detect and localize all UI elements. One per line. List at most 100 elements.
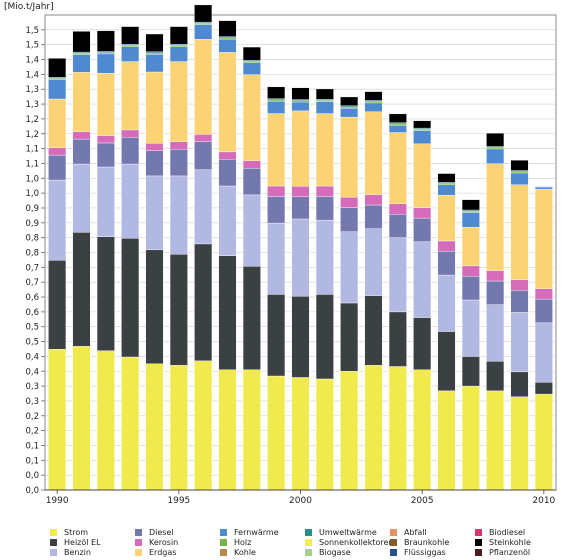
bar-segment-kerosin-1993 [121, 129, 140, 138]
bar-segment-benzin-2007 [461, 299, 480, 357]
bar-segment-steinkohle-1997 [218, 20, 237, 37]
bar-segment-steinkohle-1998 [242, 46, 261, 61]
legend-item-heiz-l-el: Heizöl EL [50, 538, 101, 547]
bar-segment-benzin-1998 [242, 194, 261, 267]
bar-segment-heiz-l-el-1993 [121, 238, 140, 358]
bar-segment-kerosin-2001 [315, 185, 334, 197]
bar-segment-kerosin-2007 [461, 265, 480, 277]
legend-item-diesel: Diesel [135, 528, 174, 537]
bar-segment-diesel-2002 [340, 207, 359, 232]
bar-segment-strom-1997 [218, 369, 237, 491]
y-tick-label: 0,3 [25, 397, 39, 407]
x-tick-label: 1995 [167, 496, 190, 506]
bar-segment-kerosin-1997 [218, 151, 237, 160]
bar-segment-fernw-rme-1996 [194, 24, 213, 40]
bar-segment-erdgas-1999 [267, 113, 286, 187]
bar-segment-fernw-rme-2007 [461, 212, 480, 228]
bar-segment-kerosin-2010 [534, 288, 553, 300]
bar-segment-erdgas-2009 [510, 184, 529, 281]
bar-segment-fernw-rme-2003 [364, 102, 383, 112]
y-tick-label: 0,6 [25, 293, 39, 303]
legend-label: Strom [64, 528, 89, 537]
y-tick-label: 1,0 [25, 174, 39, 184]
bar-segment-erdgas-1994 [145, 71, 164, 144]
bar-segment-steinkohle-1990 [48, 58, 67, 78]
bar-segment-diesel-2005 [413, 217, 432, 243]
bar-segment-heiz-l-el-1990 [48, 260, 67, 350]
y-tick-label: 1,5 [25, 26, 39, 36]
bar-segment-fernw-rme-1997 [218, 38, 237, 53]
bar-segment-steinkohle-2008 [486, 132, 505, 147]
bar-segment-kerosin-2005 [413, 207, 432, 219]
bar-segment-steinkohle-1991 [72, 31, 91, 53]
bar-segment-kerosin-1996 [194, 134, 213, 142]
y-tick-label: 1,3 [25, 85, 39, 95]
bar-segment-steinkohle-2007 [461, 199, 480, 211]
bar-segment-heiz-l-el-1992 [96, 236, 115, 351]
bar-segment-strom-2006 [437, 390, 456, 491]
bar-segment-strom-2004 [388, 366, 407, 491]
legend-item-fernw-rme: Fernwärme [220, 528, 279, 537]
bar-segment-fernw-rme-1992 [96, 53, 115, 74]
bar-segment-heiz-l-el-1999 [267, 294, 286, 377]
bar-segment-strom-1993 [121, 356, 140, 491]
bar-segment-erdgas-2001 [315, 113, 334, 187]
legend-swatch [220, 529, 227, 536]
bar-segment-fernw-rme-2001 [315, 101, 334, 114]
bar-segment-heiz-l-el-1996 [194, 243, 213, 362]
bar-segment-kerosin-1994 [145, 143, 164, 151]
legend-swatch [305, 539, 312, 546]
bar-segment-heiz-l-el-1998 [242, 265, 261, 370]
bar-segment-steinkohle-1995 [169, 26, 188, 45]
bar-segment-kerosin-1992 [96, 135, 115, 144]
bar-segment-kerosin-1995 [169, 141, 188, 150]
bar-segment-diesel-1994 [145, 150, 164, 177]
legend-item-kohle: Kohle [220, 548, 256, 557]
y-tick-label: 0,5 [25, 338, 39, 348]
legend-label: Sonnenkollektoren [319, 538, 394, 547]
bar-segment-benzin-1997 [218, 185, 237, 256]
x-tick-label: 2010 [532, 496, 555, 506]
y-tick-label: 1,2 [25, 130, 39, 140]
legend-label: Pflanzenöl [489, 548, 531, 557]
bar-segment-diesel-2007 [461, 276, 480, 301]
y-tick-label: 1,1 [25, 145, 39, 155]
bar-segment-erdgas-2010 [534, 189, 553, 289]
bar-segment-strom-2009 [510, 396, 529, 491]
y-tick-label: 0,7 [25, 278, 39, 288]
x-tick-label: 2000 [289, 496, 312, 506]
bar-segment-heiz-l-el-2007 [461, 356, 480, 387]
bar-segment-benzin-2002 [340, 231, 359, 304]
bar-segment-heiz-l-el-1991 [72, 232, 91, 347]
bar-segment-erdgas-1990 [48, 98, 67, 148]
bar-segment-fernw-rme-2008 [486, 148, 505, 164]
bar-segment-benzin-1991 [72, 163, 91, 233]
y-tick-label: 0,9 [25, 204, 39, 214]
legend-label: Erdgas [149, 548, 177, 557]
bar-segment-diesel-1999 [267, 196, 286, 224]
legend-swatch [220, 549, 227, 556]
bar-segment-fernw-rme-2002 [340, 108, 359, 118]
y-tick-label: 0,7 [25, 263, 39, 273]
bar-segment-diesel-1993 [121, 137, 140, 165]
bar-segment-erdgas-1998 [242, 74, 261, 161]
bar-segment-diesel-2004 [388, 214, 407, 238]
bar-segment-strom-1999 [267, 375, 286, 491]
y-tick-label: 0,9 [25, 219, 39, 229]
bar-segment-kerosin-1998 [242, 160, 261, 169]
y-tick-label: 0,2 [25, 412, 39, 422]
bar-segment-strom-1995 [169, 365, 188, 491]
bar-segment-strom-2003 [364, 365, 383, 491]
legend-label: Abfall [404, 528, 427, 537]
legend-swatch [305, 549, 312, 556]
legend-swatch [50, 539, 57, 546]
bar-segment-heiz-l-el-1997 [218, 255, 237, 370]
legend-item-braunkohle: Braunkohle [390, 538, 449, 547]
legend-label: Fernwärme [234, 528, 279, 537]
bar-segment-steinkohle-1993 [121, 26, 140, 45]
legend-swatch [475, 549, 482, 556]
y-tick-label: 0,4 [25, 367, 39, 377]
bar-segment-steinkohle-1994 [145, 33, 164, 53]
bar-segment-benzin-1994 [145, 175, 164, 251]
y-tick-label: 1,2 [25, 115, 39, 125]
